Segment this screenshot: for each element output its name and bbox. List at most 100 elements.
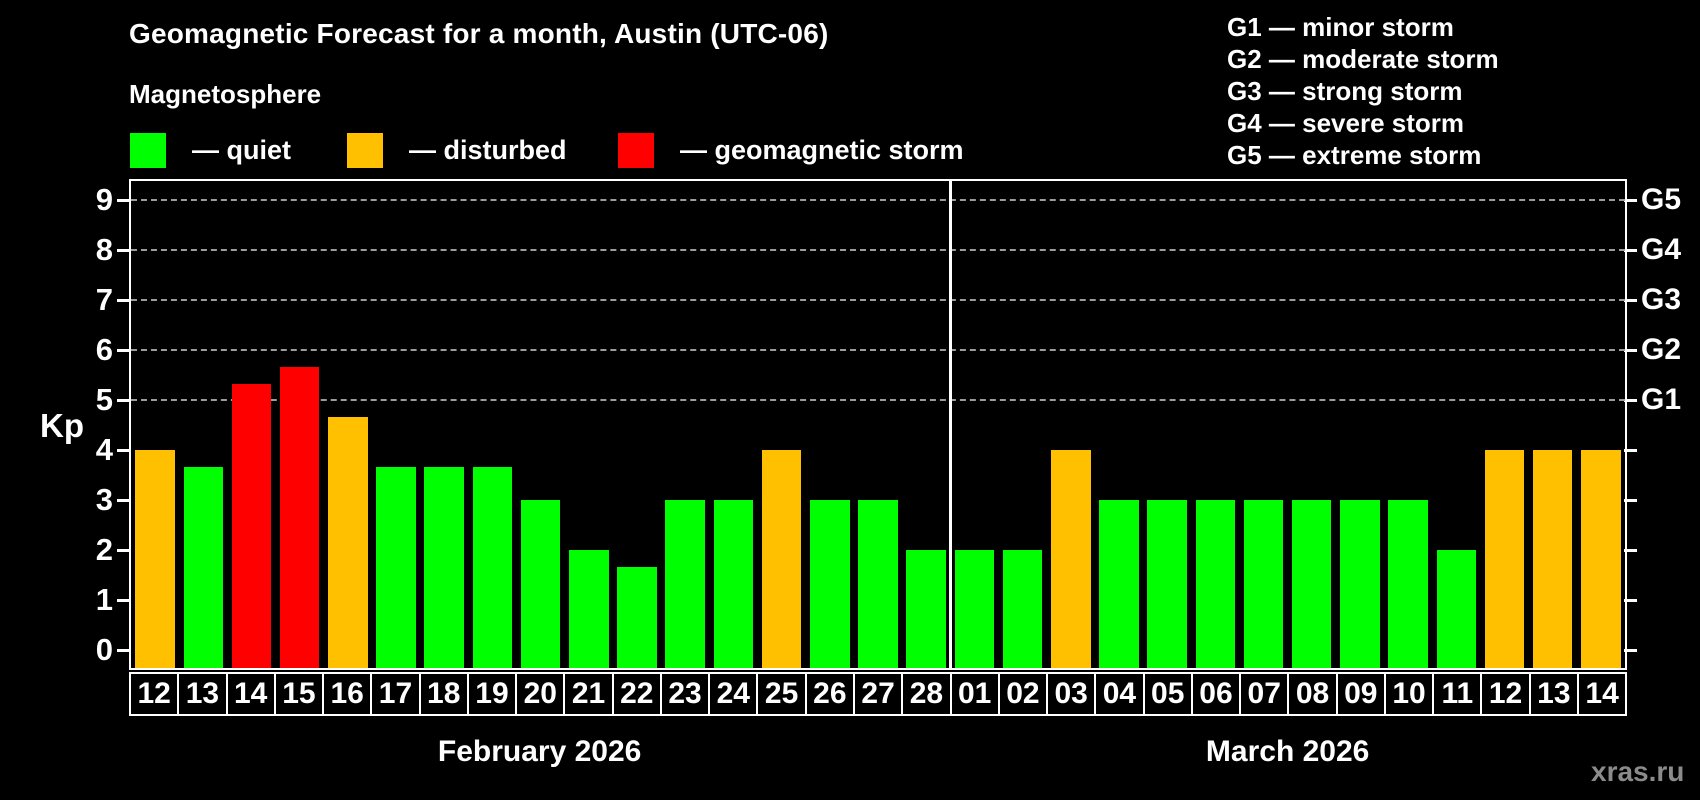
kp-tick-left-6 — [117, 348, 130, 352]
kp-tick-right-4 — [1624, 448, 1637, 452]
kp-tick-right-0 — [1624, 648, 1637, 652]
gridline-kp6 — [131, 349, 1625, 351]
day-label-16: 16 — [322, 672, 373, 716]
kp-bar-day-05 — [1147, 500, 1187, 668]
legend-item-storm: — geomagnetic storm — [618, 131, 964, 169]
kp-bar-day-16 — [328, 416, 368, 668]
kp-bar-day-06 — [1195, 500, 1236, 668]
kp-bar-day-19 — [472, 466, 513, 668]
day-label-26: 26 — [804, 672, 855, 716]
kp-tick-right-6 — [1624, 348, 1637, 352]
day-label-25: 25 — [756, 672, 807, 716]
kp-bar-day-21 — [569, 550, 609, 668]
kp-tick-label-3: 3 — [95, 482, 113, 517]
kp-bar-day-04 — [1099, 500, 1139, 668]
day-label-07: 07 — [1239, 672, 1290, 716]
legend-label-disturbed: — disturbed — [409, 134, 567, 165]
watermark: xras.ru — [1591, 756, 1685, 787]
kp-bar-day-02 — [1002, 550, 1043, 668]
day-label-20: 20 — [515, 672, 566, 716]
magnetosphere-legend: — quiet — disturbed — geomagnetic storm — [0, 131, 1100, 169]
kp-tick-label-8: 8 — [95, 232, 113, 267]
kp-bar-day-26 — [810, 500, 850, 668]
kp-bar-day-01 — [954, 550, 995, 668]
kp-tick-label-2: 2 — [95, 532, 113, 567]
kp-bar-day-08 — [1291, 500, 1332, 668]
magnetosphere-label: Magnetosphere — [129, 79, 322, 109]
disturbed-color-swatch — [347, 132, 383, 168]
kp-tick-left-2 — [117, 548, 130, 552]
kp-tick-label-7: 7 — [95, 282, 113, 317]
g-legend-g4: G4 — severe storm — [1227, 108, 1465, 138]
kp-bar-day-17 — [376, 466, 416, 668]
kp-tick-left-4 — [117, 448, 130, 452]
day-label-03: 03 — [1046, 672, 1097, 716]
kp-tick-left-5 — [117, 398, 130, 402]
kp-bar-day-11 — [1436, 550, 1477, 668]
day-label-01: 01 — [949, 672, 1000, 716]
g-legend-g1: G1 — minor storm — [1227, 12, 1454, 42]
day-label-13: 13 — [177, 672, 228, 716]
day-label-13: 13 — [1528, 672, 1579, 716]
quiet-color-swatch — [130, 132, 166, 168]
day-label-11: 11 — [1432, 672, 1483, 716]
kp-tick-label-0: 0 — [95, 632, 113, 667]
legend-label-storm: — geomagnetic storm — [680, 134, 964, 165]
g-level-label-g5: G5 — [1641, 183, 1682, 216]
day-label-23: 23 — [659, 672, 711, 716]
kp-tick-left-3 — [117, 498, 130, 502]
g-level-label-g2: G2 — [1641, 333, 1682, 366]
kp-bar-day-20 — [520, 500, 561, 668]
kp-tick-left-8 — [117, 248, 130, 252]
kp-bar-day-09 — [1340, 500, 1380, 668]
day-label-06: 06 — [1190, 672, 1242, 716]
kp-tick-right-8 — [1624, 248, 1637, 252]
day-label-18: 18 — [418, 672, 469, 716]
storm-color-swatch — [618, 132, 654, 168]
day-label-22: 22 — [611, 672, 662, 716]
kp-bar-day-25 — [761, 450, 802, 668]
kp-bar-day-23 — [665, 500, 705, 668]
kp-bar-day-18 — [424, 466, 464, 668]
day-label-05: 05 — [1142, 672, 1193, 716]
g-legend-g2: G2 — moderate storm — [1227, 44, 1499, 74]
kp-tick-right-1 — [1624, 598, 1637, 602]
kp-bar-day-03 — [1051, 450, 1091, 668]
kp-tick-label-4: 4 — [95, 432, 113, 467]
kp-bar-day-14 — [1581, 450, 1621, 668]
gridline-kp7 — [131, 299, 1625, 301]
kp-bar-day-24 — [713, 500, 754, 668]
day-label-27: 27 — [852, 672, 904, 716]
day-label-12: 12 — [129, 672, 180, 716]
kp-bar-day-12 — [135, 450, 175, 668]
kp-bar-day-07 — [1243, 500, 1284, 668]
kp-bar-day-13 — [183, 466, 224, 668]
kp-bar-day-10 — [1388, 500, 1428, 668]
legend-label-quiet: — quiet — [192, 134, 291, 165]
g-scale-legend: G1 — minor storm G2 — moderate storm G3 — … — [1227, 11, 1499, 171]
legend-item-disturbed: — disturbed — [347, 131, 567, 169]
gridline-kp8 — [131, 249, 1625, 251]
day-label-21: 21 — [563, 672, 614, 716]
kp-tick-label-5: 5 — [95, 382, 113, 417]
g-level-label-g4: G4 — [1641, 233, 1682, 266]
gridline-kp5 — [131, 399, 1625, 401]
g-level-label-g3: G3 — [1641, 283, 1682, 316]
kp-tick-left-7 — [117, 298, 130, 302]
kp-bar-day-28 — [906, 550, 946, 668]
month-separator — [948, 181, 952, 668]
kp-bar-day-27 — [858, 500, 898, 668]
kp-bar-day-14 — [231, 383, 272, 668]
g-legend-g5: G5 — extreme storm — [1227, 140, 1482, 170]
legend-item-quiet: — quiet — [130, 131, 291, 169]
chart-title: Geomagnetic Forecast for a month, Austin… — [129, 18, 829, 49]
kp-tick-right-7 — [1624, 298, 1637, 302]
day-label-02: 02 — [997, 672, 1049, 716]
day-label-28: 28 — [901, 672, 952, 716]
kp-tick-left-0 — [117, 648, 130, 652]
day-label-19: 19 — [466, 672, 518, 716]
gridline-kp9 — [131, 199, 1625, 201]
kp-axis-label: Kp — [40, 407, 84, 444]
g-level-label-g1: G1 — [1641, 383, 1682, 416]
